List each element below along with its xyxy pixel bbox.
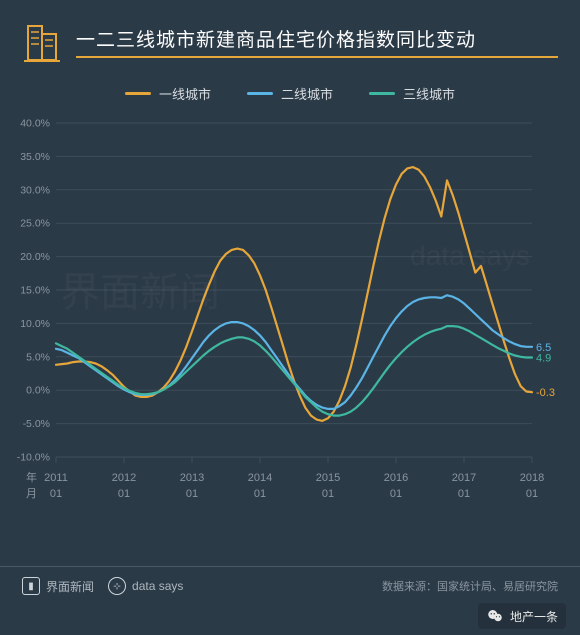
svg-text:2018: 2018 [520,472,544,484]
svg-text:30.0%: 30.0% [20,184,50,196]
chart-title: 一二三线城市新建商品住宅价格指数同比变动 [76,25,558,52]
svg-text:2011: 2011 [44,472,68,484]
svg-text:10.0%: 10.0% [20,318,50,330]
line-chart-svg: -10.0% -5.0% 0.0% 5.0% 10.0% 15.0% 20.0% 25.0% 3… [12,117,562,515]
legend-swatch [247,92,273,95]
brand-icon: ▮ [22,577,40,595]
svg-text:-0.3: -0.3 [536,387,555,399]
header: 一二三线城市新建商品住宅价格指数同比变动 [0,0,580,64]
sub-brand: data says [132,579,183,593]
legend-label: 三线城市 [403,84,455,103]
svg-text:5.0%: 5.0% [26,351,50,363]
svg-text:01: 01 [254,488,266,500]
svg-text:20.0%: 20.0% [20,251,50,263]
legend: 一线城市 二线城市 三线城市 [0,84,580,103]
svg-text:01: 01 [526,488,538,500]
svg-text:15.0%: 15.0% [20,285,50,297]
wechat-icon [486,607,504,625]
data-source: 数据来源：国家统计局、易居研究院 [382,578,558,594]
svg-text:2013: 2013 [180,472,204,484]
svg-text:年: 年 [26,470,37,484]
legend-swatch [125,92,151,95]
legend-swatch [369,92,395,95]
legend-label: 一线城市 [159,84,211,103]
legend-label: 二线城市 [281,84,333,103]
svg-text:01: 01 [390,488,402,500]
svg-text:2014: 2014 [248,472,272,484]
svg-text:月: 月 [26,488,37,500]
legend-item: 一线城市 [125,84,211,103]
title-underline: 一二三线城市新建商品住宅价格指数同比变动 [76,25,558,58]
wechat-label: 地产一条 [510,608,558,625]
legend-item: 三线城市 [369,84,455,103]
brand-name: 界面新闻 [46,578,94,595]
svg-text:01: 01 [322,488,334,500]
svg-text:-10.0%: -10.0% [17,452,50,464]
svg-text:-5.0%: -5.0% [23,418,50,430]
svg-text:35.0%: 35.0% [20,151,50,163]
svg-text:2016: 2016 [384,472,408,484]
svg-text:2012: 2012 [112,472,136,484]
svg-text:2017: 2017 [452,472,476,484]
svg-text:2015: 2015 [316,472,340,484]
svg-text:40.0%: 40.0% [20,118,50,130]
chart: -10.0% -5.0% 0.0% 5.0% 10.0% 15.0% 20.0% 25.0% 3… [12,117,562,515]
footer: ▮ 界面新闻 ⊹ data says 数据来源：国家统计局、易居研究院 [0,566,580,595]
legend-item: 二线城市 [247,84,333,103]
datasays-icon: ⊹ [108,577,126,595]
svg-text:25.0%: 25.0% [20,218,50,230]
svg-text:01: 01 [50,488,62,500]
building-icon [22,18,62,64]
svg-text:01: 01 [118,488,130,500]
svg-text:01: 01 [186,488,198,500]
svg-text:0.0%: 0.0% [26,385,50,397]
wechat-tag: 地产一条 [478,603,566,629]
svg-text:4.9: 4.9 [536,352,551,364]
svg-text:01: 01 [458,488,470,500]
